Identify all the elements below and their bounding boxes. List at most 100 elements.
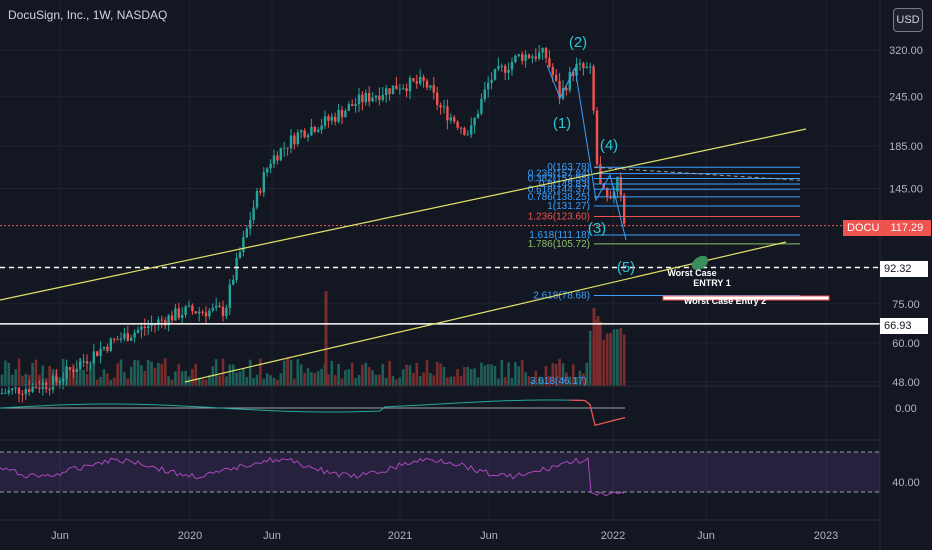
volume-bar xyxy=(214,359,218,386)
candle-body xyxy=(31,385,34,392)
candle-body xyxy=(582,63,585,68)
volume-bar xyxy=(408,365,412,386)
candle-body xyxy=(68,367,72,370)
candle-body xyxy=(272,155,276,164)
volume-bar xyxy=(31,362,34,386)
candle-body xyxy=(391,85,395,95)
volume-bar xyxy=(184,370,187,386)
candle-body xyxy=(300,130,303,133)
volume-bar xyxy=(153,367,157,386)
candle-body xyxy=(150,323,153,327)
candle-body xyxy=(245,228,248,238)
volume-bar xyxy=(622,334,626,386)
volume-bar xyxy=(340,378,344,386)
volume-bar xyxy=(252,378,255,386)
volume-bar xyxy=(507,362,510,386)
candle-body xyxy=(561,87,565,99)
volume-bar xyxy=(480,362,483,386)
candles xyxy=(0,45,626,403)
candle-body xyxy=(538,52,541,59)
candle-body xyxy=(296,132,299,145)
candle-body xyxy=(442,106,446,108)
volume-bar xyxy=(524,372,527,386)
candle-body xyxy=(524,54,527,61)
volume-bar xyxy=(320,368,323,386)
fib-label: 3.618(46.17) xyxy=(530,376,587,387)
candle-body xyxy=(517,54,520,56)
volume-bar xyxy=(551,363,555,386)
candle-body xyxy=(279,148,282,161)
price-tag-92: 92.32 xyxy=(880,261,928,277)
fib-label: 1.786(105.72) xyxy=(528,239,590,250)
volume-bar xyxy=(204,379,208,386)
volume-bar xyxy=(242,368,245,386)
candle-body xyxy=(351,104,354,106)
candle-body xyxy=(259,190,262,193)
candle-body xyxy=(79,361,82,369)
candle-body xyxy=(507,69,510,73)
time-tick: 2020 xyxy=(178,530,202,542)
candle-body xyxy=(415,81,418,84)
worst-case-2-label: Worst Case Entry 2 xyxy=(684,296,766,306)
rsi-line xyxy=(0,456,625,497)
volume-bar xyxy=(384,377,388,386)
volume-bar xyxy=(344,370,347,386)
volume-bar xyxy=(82,369,85,386)
worst-case-1-label: Worst Case xyxy=(667,268,716,278)
volume-bar xyxy=(10,374,14,386)
volume-bar xyxy=(191,368,194,386)
volume-bar xyxy=(197,377,201,386)
volume-bar xyxy=(112,377,116,386)
currency-button[interactable]: USD xyxy=(893,8,923,32)
candle-body xyxy=(283,147,286,149)
candle-body xyxy=(21,393,24,395)
volume-bar xyxy=(14,369,17,386)
candle-body xyxy=(38,387,41,389)
fib-label: 1(131.27) xyxy=(547,201,590,212)
price-tag-docu: DOCU 117.29 xyxy=(843,220,931,236)
fib-label: 1.236(123.60) xyxy=(528,211,590,222)
candle-body xyxy=(378,95,381,100)
volume-bar xyxy=(412,372,415,386)
volume-bar xyxy=(486,364,490,386)
candle-body xyxy=(82,361,85,363)
volume-bar xyxy=(548,375,551,386)
volume-bar xyxy=(381,364,385,386)
volume-bar xyxy=(316,370,320,386)
volume-bar xyxy=(541,378,544,386)
candle-body xyxy=(419,76,422,84)
candle-body xyxy=(453,117,456,122)
candle-body xyxy=(585,66,588,68)
candle-body xyxy=(510,62,514,70)
candle-body xyxy=(187,305,191,307)
candle-body xyxy=(170,315,174,321)
candle-body xyxy=(463,127,466,135)
volume-bar xyxy=(429,373,432,386)
candle-body xyxy=(0,393,4,395)
volume-bar xyxy=(279,373,283,386)
volume-bar xyxy=(289,359,293,386)
candle-body xyxy=(572,71,575,76)
candle-body xyxy=(490,79,493,83)
candle-body xyxy=(565,87,568,91)
volume-bar xyxy=(418,376,422,386)
candle-body xyxy=(136,329,140,333)
candle-body xyxy=(106,346,109,351)
candle-body xyxy=(361,94,364,103)
volume-bar xyxy=(466,366,470,386)
candle-body xyxy=(487,82,490,90)
volume-bar xyxy=(432,375,436,386)
candle-body xyxy=(310,126,313,136)
candle-body xyxy=(194,311,197,314)
candle-body xyxy=(534,56,537,59)
volume-bar xyxy=(578,370,582,386)
volume-bar xyxy=(585,362,589,386)
volume-bar xyxy=(483,365,487,386)
volume-bar xyxy=(201,379,204,386)
volume-bars xyxy=(0,291,626,386)
candle-body xyxy=(527,54,531,59)
volume-bar xyxy=(609,333,612,386)
upper-trendline xyxy=(0,128,807,301)
volume-bar xyxy=(534,371,538,386)
